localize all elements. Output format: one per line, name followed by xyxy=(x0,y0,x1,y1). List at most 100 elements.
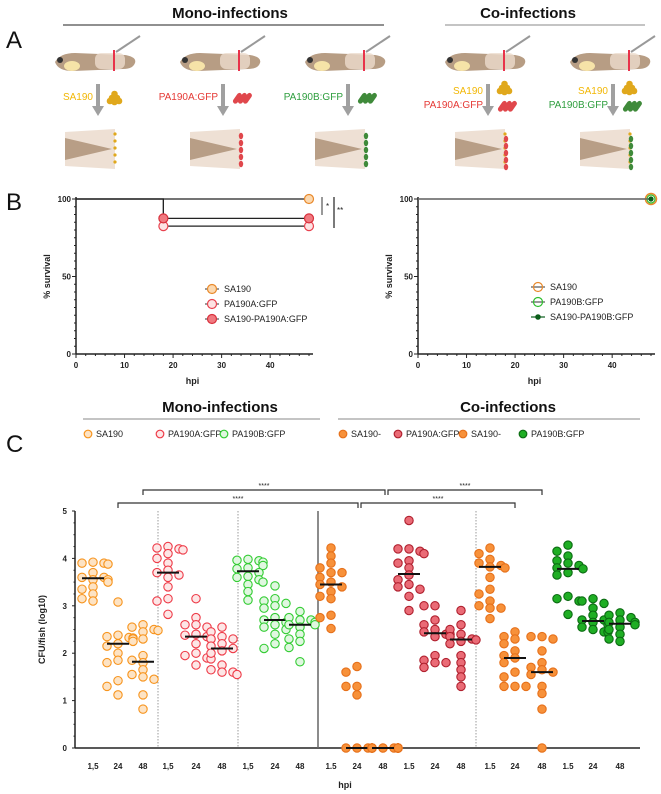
data-point xyxy=(499,638,509,649)
wound-bacteria-icon xyxy=(363,139,369,147)
x-tick-label: 1.5 xyxy=(325,762,337,771)
wound-bacteria-icon xyxy=(238,153,244,161)
pseudomonas-rod-icon xyxy=(502,100,512,112)
y-tick-label: 100 xyxy=(58,195,72,204)
data-point xyxy=(232,555,242,566)
staph-cluster-icon xyxy=(496,87,504,95)
data-point xyxy=(326,567,336,578)
data-point xyxy=(102,681,112,692)
data-point xyxy=(537,688,547,699)
legend-label: SA190 xyxy=(550,282,577,292)
data-point xyxy=(456,605,466,616)
data-group xyxy=(341,661,377,753)
data-point xyxy=(258,560,268,571)
legend-label: SA190-PA190B:GFP xyxy=(550,312,633,322)
x-axis-label: hpi xyxy=(338,780,352,790)
strain-label: PA190B:GFP xyxy=(284,92,344,103)
data-group xyxy=(232,554,268,605)
data-point xyxy=(127,669,137,680)
data-point xyxy=(315,612,325,623)
data-point xyxy=(152,543,162,553)
data-point xyxy=(474,589,484,599)
x-tick-label: 24 xyxy=(353,762,362,771)
data-point xyxy=(103,577,113,587)
needle-icon xyxy=(240,35,266,53)
significance-label: **** xyxy=(460,483,471,490)
data-group xyxy=(445,605,481,692)
significance-bracket xyxy=(142,489,386,495)
wound-bacteria-icon xyxy=(628,142,634,150)
x-tick-label: 1.5 xyxy=(484,762,496,771)
x-tick-label: 24 xyxy=(511,762,520,771)
infection-scheme-3: PA190B:GFP xyxy=(284,35,391,169)
x-tick-label: 48 xyxy=(218,762,227,771)
censor-marker xyxy=(648,196,654,202)
wound-bacteria-icon xyxy=(113,132,117,136)
legend-label: PA190A:GFP xyxy=(224,299,277,309)
data-group xyxy=(604,608,640,647)
data-point xyxy=(191,620,201,630)
arrow-head-icon xyxy=(342,106,354,116)
larva-tail-fin-icon xyxy=(220,53,250,69)
eye-icon xyxy=(307,57,313,63)
data-point xyxy=(326,558,336,568)
data-point xyxy=(270,601,280,611)
data-point xyxy=(404,515,414,526)
eye-icon xyxy=(572,57,578,63)
x-tick-label: 1,5 xyxy=(242,762,254,771)
eye-icon xyxy=(447,57,453,63)
data-point xyxy=(404,605,414,616)
wound-bacteria-icon xyxy=(503,163,509,171)
wound-bacteria-icon xyxy=(363,146,369,154)
legend-label: PA190B:GFP xyxy=(232,429,285,439)
data-point xyxy=(102,657,112,668)
y-tick-label: 5 xyxy=(63,507,68,516)
panel-label-c: C xyxy=(6,431,23,458)
data-point xyxy=(510,681,520,692)
tail-muscle-icon xyxy=(580,138,627,160)
data-group xyxy=(259,581,291,654)
data-group xyxy=(474,543,510,624)
data-point xyxy=(295,636,305,647)
y-tick-label: 50 xyxy=(62,273,71,282)
wound-bacteria-icon xyxy=(503,135,509,143)
legend-label: SA190 xyxy=(224,284,251,294)
data-point xyxy=(471,635,481,645)
data-point xyxy=(88,596,98,606)
legend-label: SA190- xyxy=(351,429,381,439)
significance-bracket xyxy=(360,502,516,508)
data-point xyxy=(526,631,536,642)
arrow-head-icon xyxy=(217,106,229,116)
data-point xyxy=(578,564,588,574)
data-point xyxy=(127,622,137,632)
y-tick-label: 3 xyxy=(63,602,68,611)
larva-tail-fin-icon xyxy=(95,53,125,69)
pseudomonas-rod-icon xyxy=(362,92,372,104)
arrow-head-icon xyxy=(482,106,494,116)
data-point xyxy=(326,623,336,634)
censor-marker xyxy=(303,213,315,224)
data-point xyxy=(259,643,269,654)
data-group xyxy=(499,627,531,692)
x-axis-label: hpi xyxy=(528,376,542,386)
tail-muscle-icon xyxy=(455,138,502,160)
x-tick-label: 30 xyxy=(217,361,226,370)
data-point xyxy=(485,572,495,583)
y-tick-label: 0 xyxy=(409,350,414,359)
legend-marker xyxy=(393,429,403,439)
legend-label: PA190A:GFP xyxy=(168,429,221,439)
infection-scheme-2: PA190A:GFP xyxy=(159,35,266,169)
censor-marker xyxy=(303,193,315,205)
data-group xyxy=(102,597,138,700)
y-tick-label: 100 xyxy=(400,195,414,204)
panel-label-a: A xyxy=(6,27,22,54)
mono-infections-header: Mono-infections xyxy=(162,399,278,416)
data-point xyxy=(485,613,495,624)
yolk-icon xyxy=(454,61,470,71)
data-point xyxy=(138,672,148,682)
data-point xyxy=(163,582,173,592)
significance-label: **** xyxy=(233,496,244,503)
data-point xyxy=(270,620,280,630)
